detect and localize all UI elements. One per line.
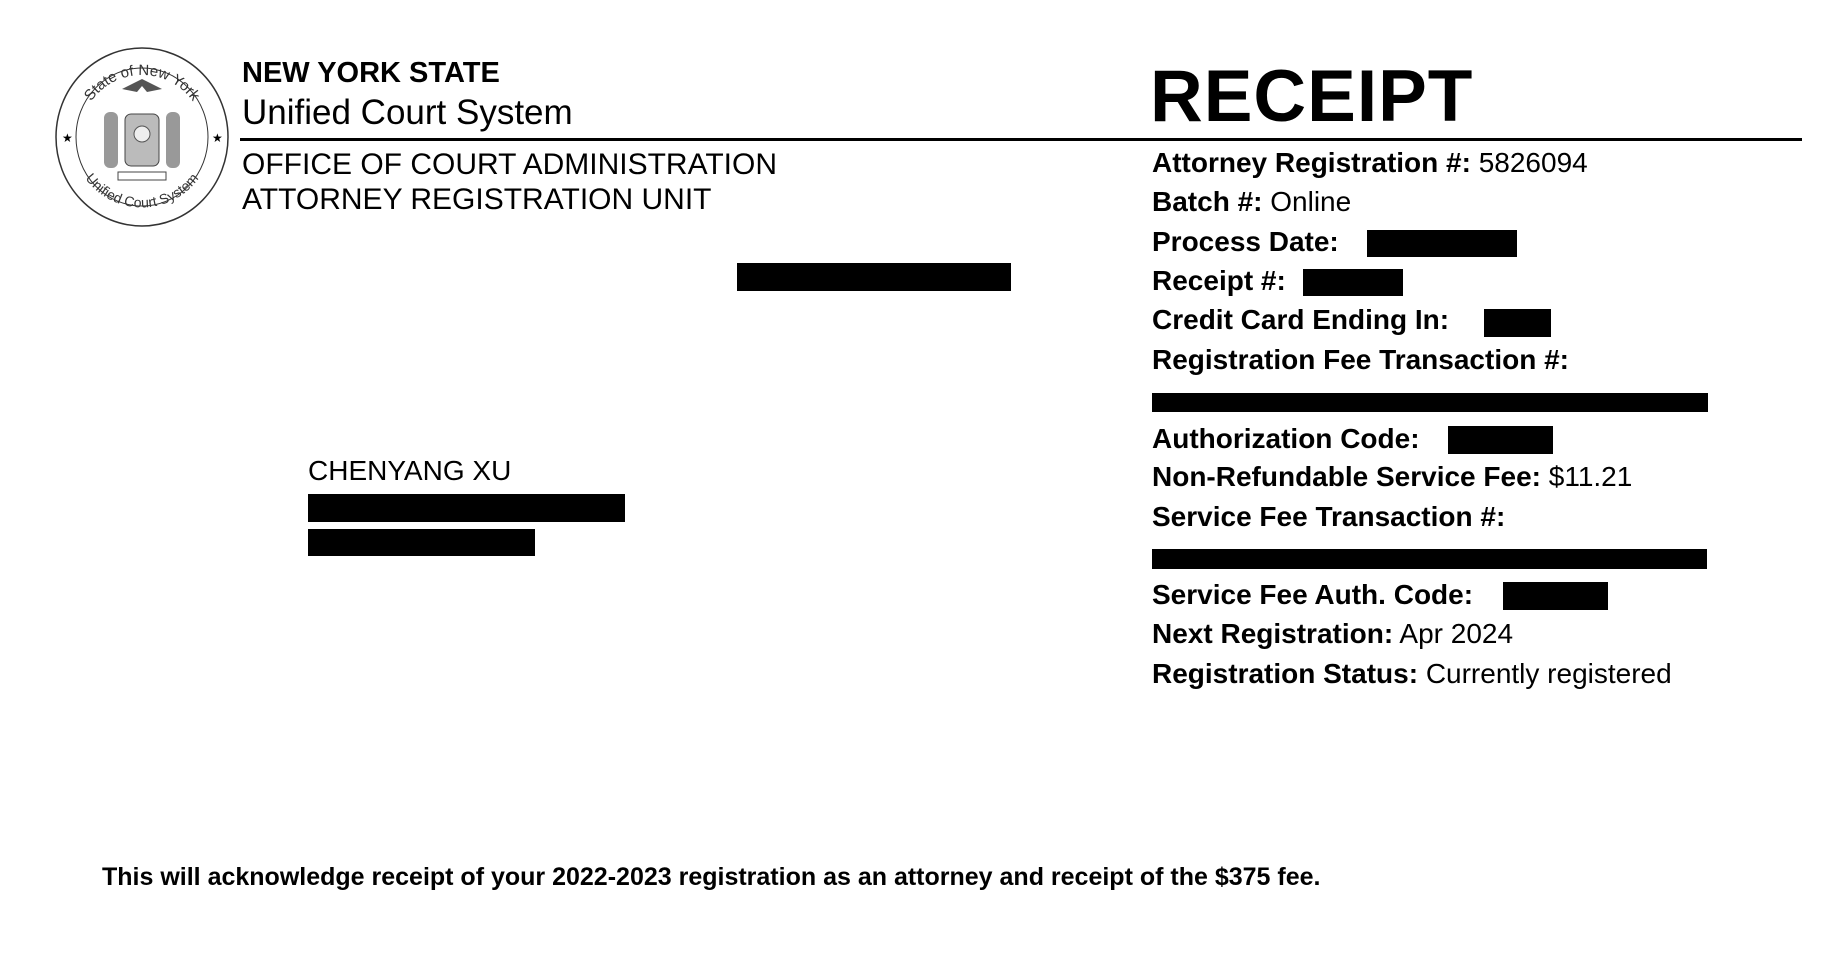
redaction-service-fee-auth-code [1503, 582, 1608, 610]
state-name: NEW YORK STATE [242, 57, 500, 89]
field-process-date: Process Date: [1152, 226, 1339, 257]
redaction-registration-fee-transaction [1152, 393, 1708, 412]
field-service-fee-auth-code: Service Fee Auth. Code: [1152, 579, 1474, 610]
field-authorization-code: Authorization Code: [1152, 423, 1420, 454]
field-registration-status: Registration Status: Currently registere… [1152, 658, 1672, 689]
header-rule [240, 138, 1802, 141]
redaction-address-line-2 [308, 529, 535, 556]
redaction-authorization-code [1448, 426, 1553, 454]
court-seal-logo: State of New York Unified Court System ★… [55, 47, 229, 227]
acknowledgement-text: This will acknowledge receipt of your 20… [102, 863, 1321, 891]
redaction-middle [737, 263, 1011, 291]
redaction-process-date [1367, 230, 1517, 257]
field-receipt-number: Receipt #: [1152, 265, 1286, 296]
redaction-receipt-number [1303, 269, 1403, 296]
redaction-address-line-1 [308, 494, 625, 522]
addressee-name: CHENYANG XU [308, 455, 512, 486]
field-credit-card: Credit Card Ending In: [1152, 304, 1450, 335]
field-attorney-registration: Attorney Registration #: 5826094 [1152, 147, 1588, 178]
field-next-registration: Next Registration: Apr 2024 [1152, 618, 1514, 649]
svg-text:★: ★ [212, 131, 223, 145]
field-service-fee-transaction: Service Fee Transaction #: [1152, 501, 1506, 532]
field-service-fee: Non-Refundable Service Fee: $11.21 [1152, 461, 1633, 492]
field-registration-fee-transaction: Registration Fee Transaction #: [1152, 344, 1569, 375]
field-batch: Batch #: Online [1152, 186, 1352, 217]
svg-text:★: ★ [62, 131, 73, 145]
receipt-title: RECEIPT [1150, 56, 1474, 137]
redaction-credit-card [1484, 309, 1551, 337]
unit-name: ATTORNEY REGISTRATION UNIT [242, 183, 712, 216]
redaction-service-fee-transaction [1152, 549, 1707, 569]
court-system-name: Unified Court System [242, 93, 573, 132]
office-name: OFFICE OF COURT ADMINISTRATION [242, 148, 778, 181]
